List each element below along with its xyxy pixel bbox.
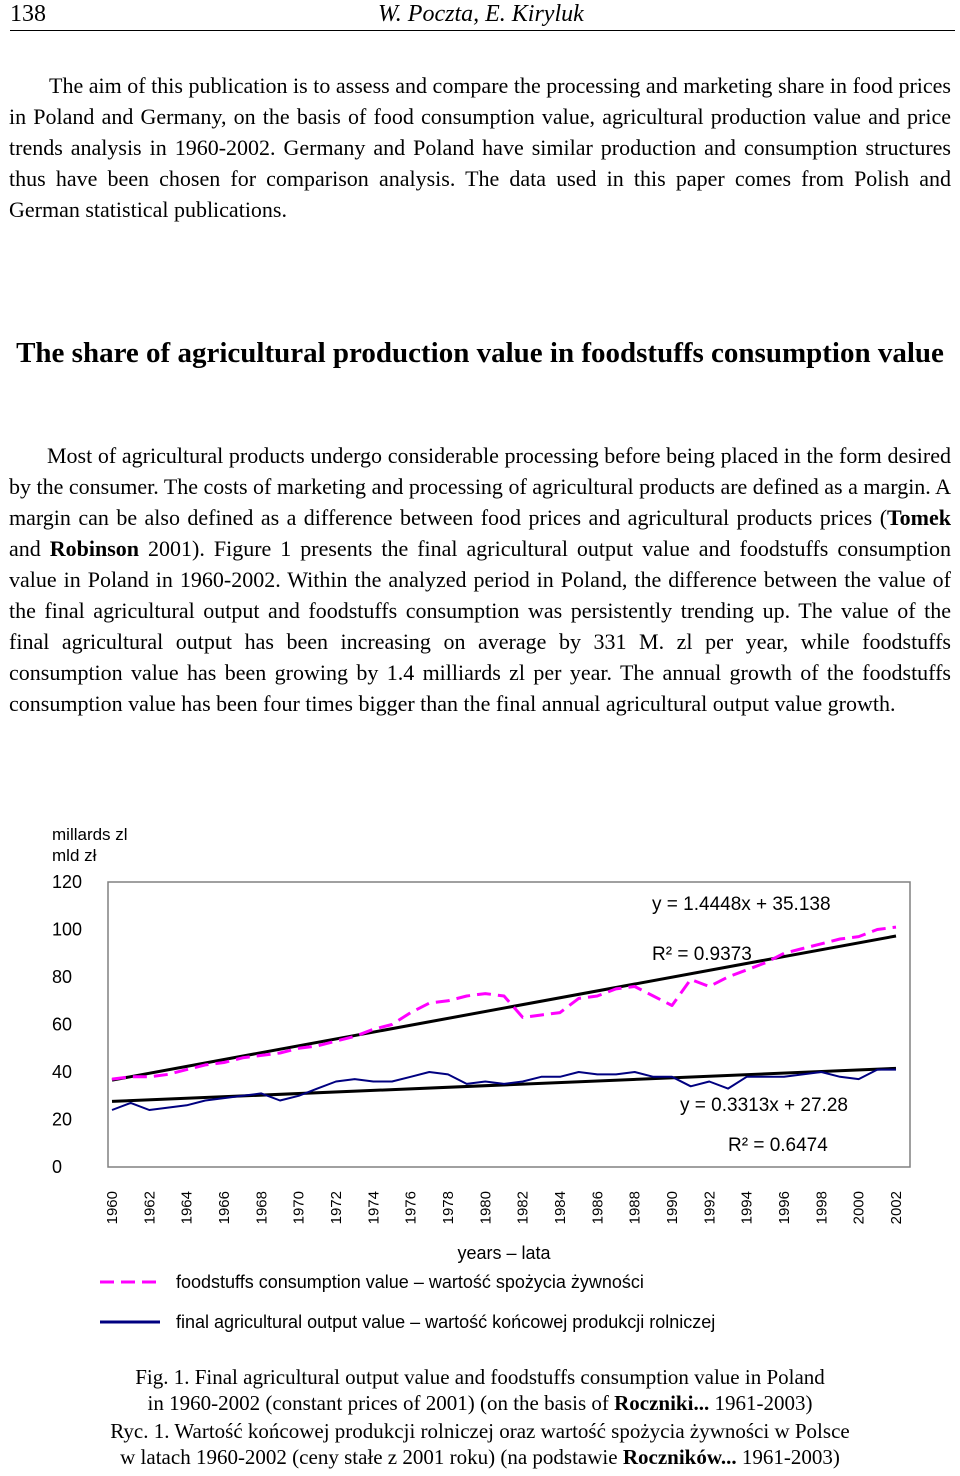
- y-tick-label: 100: [52, 920, 82, 940]
- plot-area: [107, 881, 911, 1168]
- x-tick-label: 1994: [739, 1191, 756, 1224]
- ref-author-tomek: Tomek: [887, 505, 951, 530]
- x-tick-label: 1996: [776, 1191, 793, 1224]
- legend-label-1: foodstuffs consumption value – wartość s…: [176, 1272, 644, 1292]
- series-consumption-line: [111, 925, 897, 1081]
- x-tick-label: 1964: [179, 1191, 196, 1224]
- ref-author-robinson: Robinson: [49, 536, 140, 561]
- x-tick-label: 1974: [365, 1191, 382, 1224]
- y-tick-label: 60: [52, 1015, 72, 1035]
- running-head: W. Poczta, E. Kiryluk: [378, 1, 584, 27]
- body-text-2: 2001). Figure 1 presents the final agric…: [9, 536, 951, 716]
- x-tick-label: 1984: [552, 1191, 569, 1224]
- y-tick-label: 0: [52, 1157, 62, 1177]
- x-tick-label: 1982: [515, 1191, 532, 1224]
- caption-pl-text-a: w latach 1960-2002 (ceny stałe z 2001 ro…: [120, 1445, 623, 1469]
- caption-pl-line-2: w latach 1960-2002 (ceny stałe z 2001 ro…: [0, 1444, 960, 1470]
- x-tick-label: 1988: [627, 1191, 644, 1224]
- caption-en-source: Roczniki...: [614, 1391, 710, 1415]
- page-header: 138 W. Poczta, E. Kiryluk: [10, 0, 955, 31]
- body-paragraph: Most of agricultural products undergo co…: [9, 440, 951, 719]
- line-chart: millards zl mld zł 0 20 40 60 80 100 120 1960 1962…: [52, 825, 911, 1332]
- y-tick-label: 80: [52, 967, 72, 987]
- intro-paragraph: The aim of this publication is to assess…: [9, 73, 951, 222]
- caption-en-text-a: in 1960-2002 (constant prices of 2001) (…: [147, 1391, 615, 1415]
- caption-en-line-1: Fig. 1. Final agricultural output value …: [135, 1365, 825, 1389]
- y-tick-label: 20: [52, 1110, 72, 1130]
- x-tick-label: 1960: [104, 1191, 121, 1224]
- trendline-1: [111, 934, 897, 1082]
- x-tick-label: 1990: [664, 1191, 681, 1224]
- caption-pl-source: Roczników...: [622, 1445, 737, 1469]
- trend-r2-2: R² = 0.6474: [728, 1135, 828, 1156]
- caption-en-text-b: 1961-2003): [709, 1391, 813, 1415]
- x-tick-label: 1992: [701, 1191, 718, 1224]
- trend-equation-1: y = 1.4448x + 35.138: [652, 894, 831, 915]
- x-tick-label: 1962: [141, 1191, 158, 1224]
- series-output-line: [111, 1068, 896, 1111]
- x-tick-label: 1970: [291, 1191, 308, 1224]
- x-tick-label: 1966: [216, 1191, 233, 1224]
- page-number: 138: [10, 1, 46, 27]
- y-tick-label: 120: [52, 872, 82, 892]
- caption-pl-line-1: Ryc. 1. Wartość końcowej produkcji rolni…: [110, 1419, 850, 1443]
- trend-r2-1: R² = 0.9373: [652, 944, 752, 965]
- y-axis-label-pl: mld zł: [52, 846, 97, 865]
- body-text-1: Most of agricultural products undergo co…: [9, 443, 951, 530]
- section-heading: The share of agricultural production val…: [16, 337, 944, 369]
- x-axis-label: years – lata: [457, 1243, 551, 1263]
- x-tick-label: 1998: [813, 1191, 830, 1224]
- x-tick-label: 1980: [477, 1191, 494, 1224]
- x-tick-label: 2000: [851, 1191, 868, 1224]
- figure-1: millards zl mld zł 0 20 40 60 80 100 120 1960 1962…: [0, 812, 960, 1352]
- legend-label-2: final agricultural output value – wartoś…: [176, 1312, 715, 1332]
- caption-pl-text-b: 1961-2003): [736, 1445, 840, 1469]
- y-axis-label: millards zl: [52, 825, 128, 844]
- x-tick-label: 1978: [440, 1191, 457, 1224]
- y-tick-label: 40: [52, 1062, 72, 1082]
- x-tick-label: 1986: [589, 1191, 606, 1224]
- ref-and: and: [9, 536, 50, 561]
- x-tick-label: 2002: [888, 1191, 905, 1224]
- trend-equation-2: y = 0.3313x + 27.28: [680, 1095, 848, 1116]
- caption-en-line-2: in 1960-2002 (constant prices of 2001) (…: [0, 1390, 960, 1416]
- x-tick-label: 1972: [328, 1191, 345, 1224]
- x-tick-label: 1968: [253, 1191, 270, 1224]
- x-tick-label: 1976: [403, 1191, 420, 1224]
